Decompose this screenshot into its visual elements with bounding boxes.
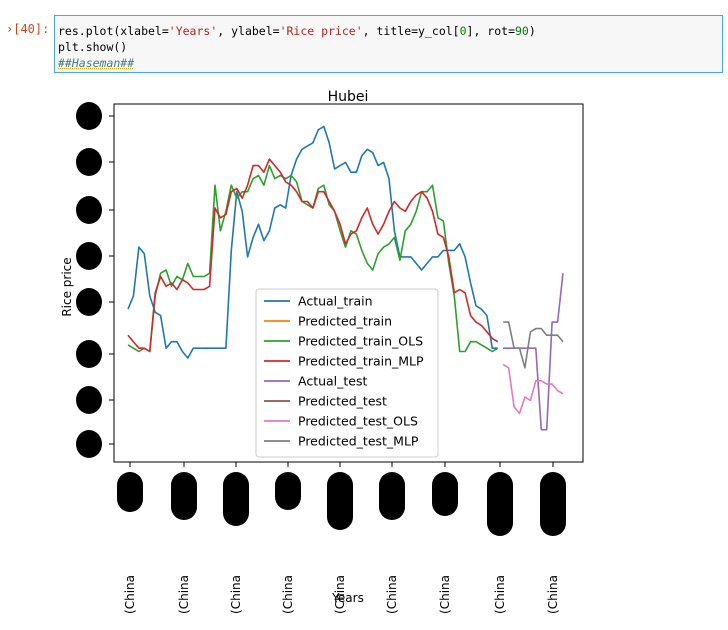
legend-entry: Predicted_train_OLS [298,334,423,349]
redaction-blob [117,472,143,512]
y-ticks [109,115,114,445]
cell-prompt: ›[40]: [6,22,49,36]
x-tick-label: (China [123,575,137,614]
redaction-blob [432,472,458,516]
redaction-blob [379,472,405,520]
execution-count: [40]: [13,22,50,36]
x-ticks: (China (China (China (China (China (China (Chi… [123,462,560,614]
x-tick-label: (China [281,575,295,614]
redaction-blob [76,102,102,130]
code-line-2: plt.show() [58,40,128,54]
x-axis-label: Years [331,591,364,605]
prompt-marker: › [6,22,14,36]
x-tick-label: (China [385,575,399,614]
legend-entry: Predicted_train [298,314,392,329]
y-axis-label: Rice price [60,257,74,316]
legend: Actual_train Predicted_train Predicted_tra… [255,288,439,458]
redaction-blob [76,148,102,176]
series-line-actual-test [503,273,564,431]
chart-title: Hubei [328,89,369,105]
series-lines [127,125,564,431]
series-line-predicted-train-mlp [127,158,499,353]
legend-entry: Predicted_train_MLP [298,354,424,369]
cell-output: Hubei Rice price Years (China (China (Chin… [0,80,728,626]
x-tick-label: (China [177,575,191,614]
redaction-blob [171,472,197,520]
redaction-blob [76,242,102,270]
legend-entry: Predicted_test_OLS [298,414,418,429]
redaction-blob [76,340,102,368]
legend-box [255,288,439,458]
redaction-blob [540,472,566,536]
code-comment: ##Haseman## [58,56,135,70]
legend-entry: Predicted_test [298,394,387,409]
code-line-1: res.plot(xlabel='Years', ylabel='Rice pr… [58,24,536,38]
series-line-predicted-test-ols [502,363,564,415]
legend-entry: Predicted_test_MLP [298,434,419,449]
x-tick-label: (China [546,575,560,614]
redaction-blob [223,472,249,526]
series-line-actual-train [127,125,498,359]
line-chart: Hubei Rice price Years (China (China (Chin… [60,89,584,614]
redaction-blob [76,386,102,414]
redaction-blob [275,472,301,510]
x-tick-label: (China [493,575,507,614]
x-tick-label: (China [333,575,347,614]
legend-entry: Actual_train [298,294,373,309]
x-tick-label: (China [229,575,243,614]
redaction-blob [487,472,513,536]
redaction-blob [76,196,102,224]
redaction-blob [76,288,102,316]
redaction-blob [327,472,353,530]
redaction-marks [76,102,566,536]
series-line-predicted-test-mlp [503,321,564,369]
legend-entry: Actual_test [298,374,368,389]
code-editor[interactable]: res.plot(xlabel='Years', ylabel='Rice pr… [54,15,723,73]
redaction-blob [76,430,102,458]
x-tick-label: (China [438,575,452,614]
